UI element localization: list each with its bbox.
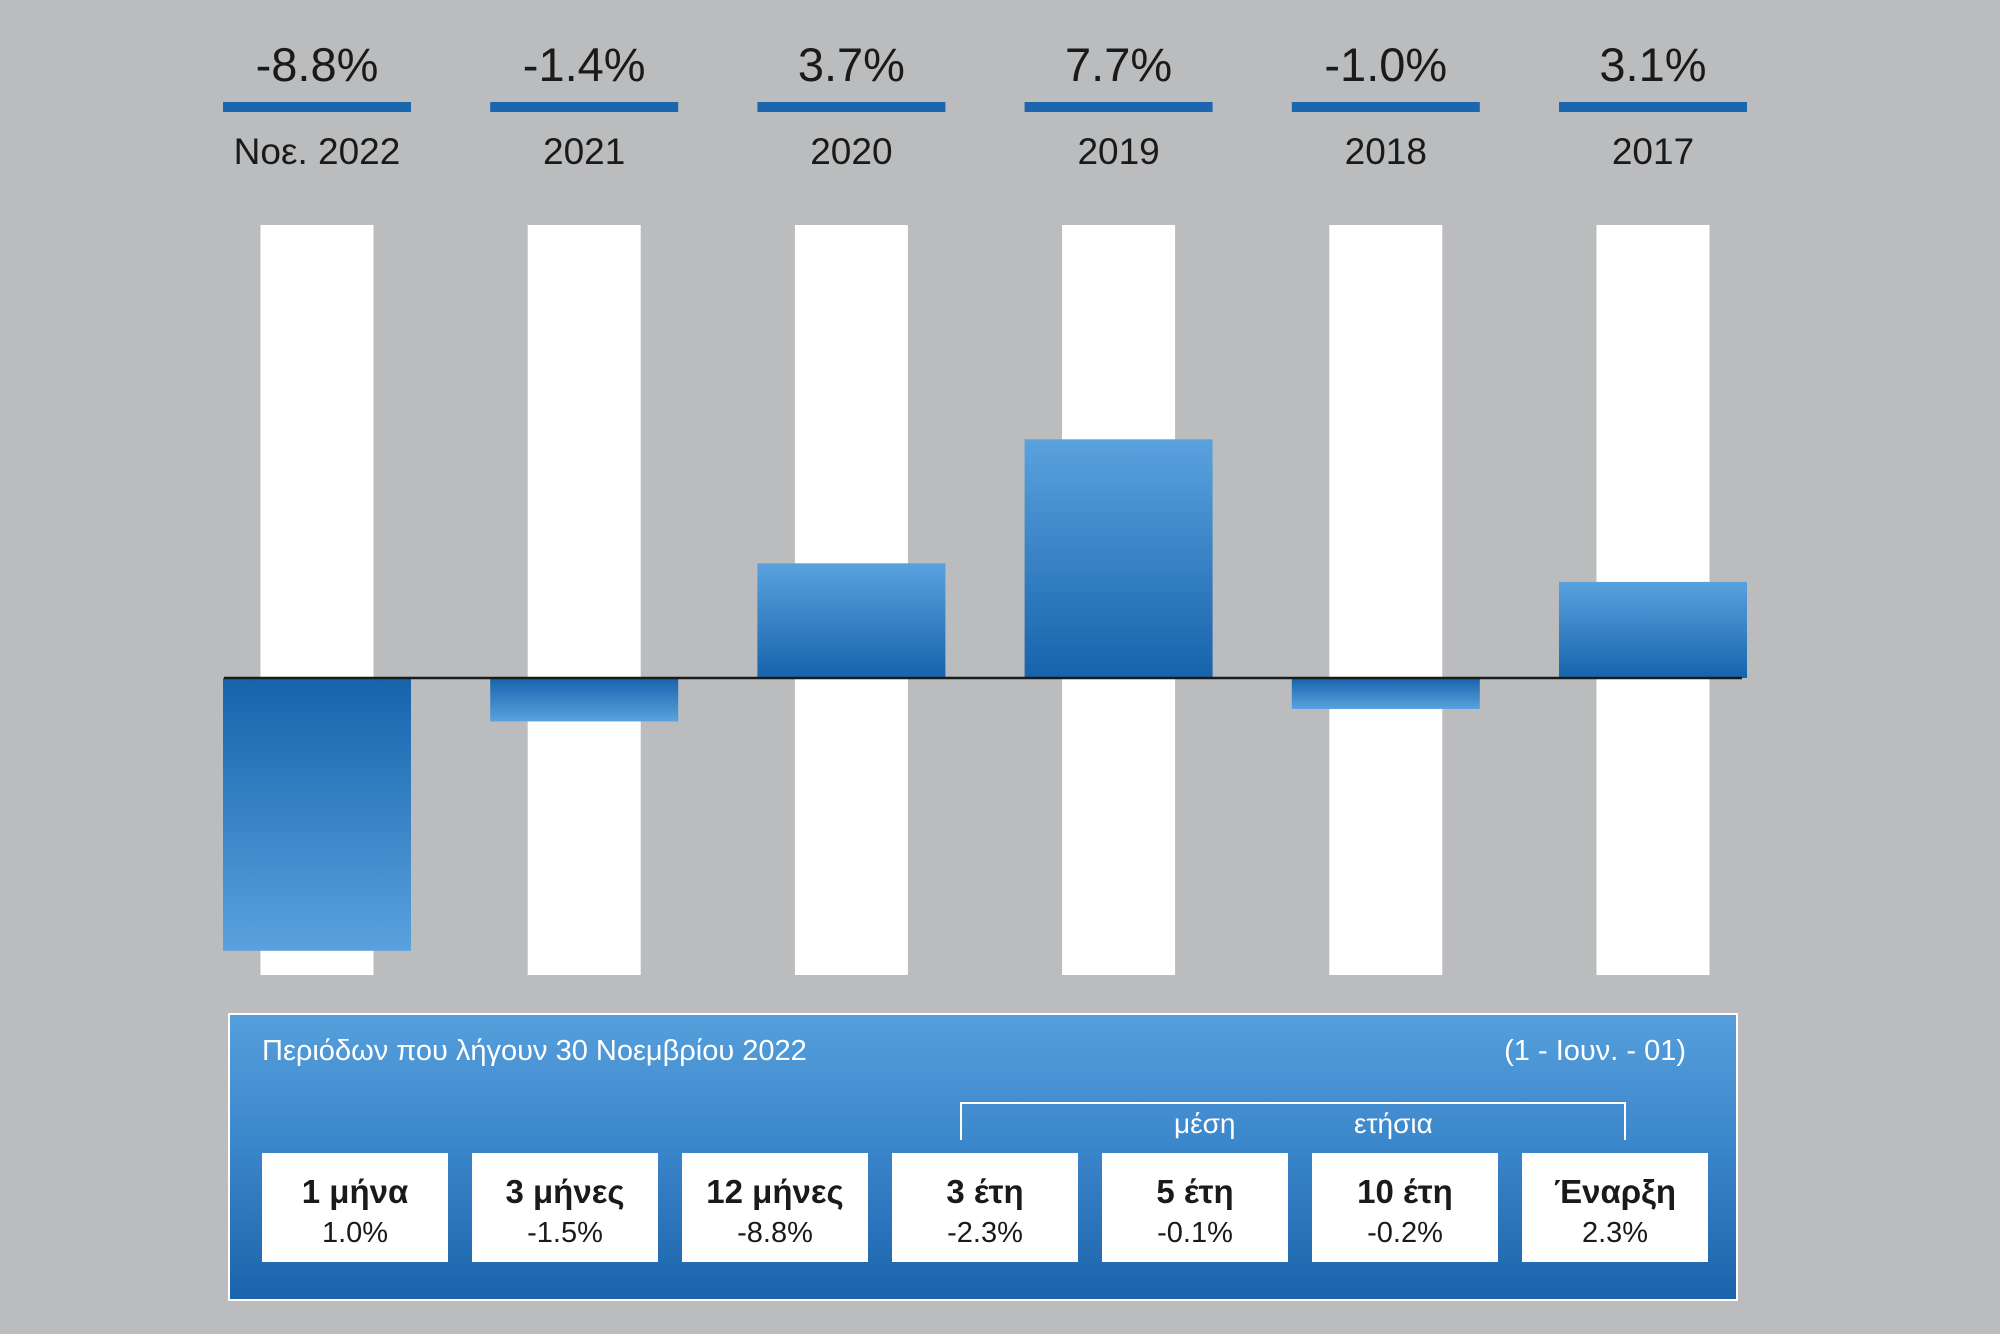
bar-1 bbox=[490, 678, 679, 722]
period-label: 1 μήνα bbox=[301, 1173, 409, 1210]
period-value: -0.1% bbox=[1157, 1217, 1233, 1249]
period-value: -8.8% bbox=[737, 1217, 813, 1249]
inception-date: (1 - Ιουν. - 01) bbox=[1504, 1035, 1686, 1067]
period-value: -2.3% bbox=[947, 1217, 1023, 1249]
period-value: -0.2% bbox=[1367, 1217, 1443, 1249]
value-underline bbox=[490, 102, 679, 112]
category-label: 2021 bbox=[543, 131, 625, 172]
annual-returns-chart: -8.8% Νοε. 2022 -1.4% 2021 3.7% 2020 7.7% 2019 -… bbox=[223, 38, 1747, 975]
period-label: Έναρξη bbox=[1553, 1173, 1677, 1210]
bar-5 bbox=[1559, 581, 1747, 678]
value-underline bbox=[757, 102, 946, 112]
period-label: 3 μήνες bbox=[505, 1173, 625, 1210]
bar-0 bbox=[223, 678, 411, 951]
category-label: 2019 bbox=[1077, 131, 1159, 172]
period-box-12-months: 12 μήνες -8.8% bbox=[682, 1153, 868, 1262]
bar-value-label: -1.0% bbox=[1324, 38, 1447, 91]
average-label: μέση bbox=[1174, 1108, 1236, 1139]
category-label: Νοε. 2022 bbox=[234, 131, 401, 172]
bar-value-label: -8.8% bbox=[256, 38, 379, 91]
bar-value-label: 7.7% bbox=[1065, 38, 1172, 91]
period-label: 5 έτη bbox=[1156, 1173, 1234, 1210]
average-annual-bracket bbox=[960, 1102, 1626, 1140]
bar-2 bbox=[757, 563, 946, 678]
period-box-3-years: 3 έτη -2.3% bbox=[892, 1153, 1078, 1262]
period-box-1-month: 1 μήνα 1.0% bbox=[262, 1153, 448, 1262]
panel-title: Περιόδων που λήγουν 30 Νοεμβρίου 2022 bbox=[262, 1035, 807, 1067]
category-label: 2020 bbox=[810, 131, 892, 172]
bar-value-label: 3.7% bbox=[798, 38, 905, 91]
period-box-10-years: 10 έτη -0.2% bbox=[1312, 1153, 1498, 1262]
period-value: 2.3% bbox=[1581, 1217, 1649, 1249]
value-underline bbox=[1291, 102, 1480, 112]
value-underline bbox=[1559, 102, 1747, 112]
bar-background-column bbox=[1329, 225, 1443, 975]
bar-background-column bbox=[527, 225, 641, 975]
period-label: 12 μήνες bbox=[706, 1173, 844, 1210]
annual-label: ετήσια bbox=[1354, 1108, 1433, 1139]
period-returns-panel: Περιόδων που λήγουν 30 Νοεμβρίου 2022 (1… bbox=[228, 1013, 1738, 1301]
bar-4 bbox=[1291, 678, 1480, 709]
bar-value-label: -1.4% bbox=[523, 38, 646, 91]
period-label: 10 έτη bbox=[1357, 1173, 1453, 1210]
bar-3 bbox=[1024, 439, 1213, 678]
period-value: 1.0% bbox=[321, 1217, 389, 1249]
category-label: 2017 bbox=[1612, 131, 1694, 172]
value-underline bbox=[1024, 102, 1213, 112]
value-underline bbox=[223, 102, 411, 112]
period-box-inception: Έναρξη 2.3% bbox=[1522, 1153, 1708, 1262]
period-label: 3 έτη bbox=[946, 1173, 1024, 1210]
period-box-3-months: 3 μήνες -1.5% bbox=[472, 1153, 658, 1262]
period-value: -1.5% bbox=[527, 1217, 603, 1249]
period-box-5-years: 5 έτη -0.1% bbox=[1102, 1153, 1288, 1262]
category-label: 2018 bbox=[1345, 131, 1427, 172]
bar-value-label: 3.1% bbox=[1599, 38, 1706, 91]
